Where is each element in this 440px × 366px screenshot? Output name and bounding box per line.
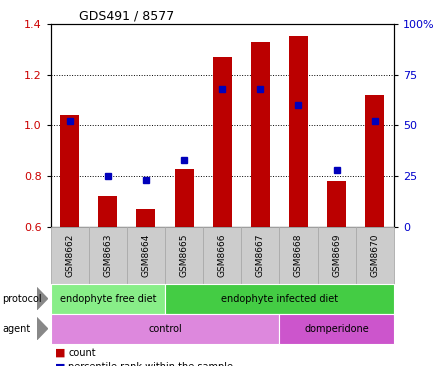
Text: GSM8666: GSM8666 bbox=[218, 234, 227, 277]
Text: protocol: protocol bbox=[2, 294, 42, 304]
Polygon shape bbox=[37, 317, 48, 340]
Text: GSM8663: GSM8663 bbox=[103, 234, 112, 277]
Polygon shape bbox=[37, 287, 48, 310]
Bar bbox=[60, 115, 79, 227]
Text: count: count bbox=[68, 348, 96, 358]
Text: GDS491 / 8577: GDS491 / 8577 bbox=[79, 9, 174, 22]
Text: endophyte free diet: endophyte free diet bbox=[59, 294, 156, 304]
Text: GSM8665: GSM8665 bbox=[180, 234, 189, 277]
Text: GSM8669: GSM8669 bbox=[332, 234, 341, 277]
Bar bbox=[327, 181, 346, 227]
Bar bbox=[251, 42, 270, 227]
Text: percentile rank within the sample: percentile rank within the sample bbox=[68, 362, 233, 366]
Text: GSM8662: GSM8662 bbox=[65, 234, 74, 277]
Bar bbox=[365, 95, 384, 227]
Text: GSM8667: GSM8667 bbox=[256, 234, 265, 277]
Text: domperidone: domperidone bbox=[304, 324, 369, 334]
Text: ■: ■ bbox=[55, 362, 66, 366]
Bar bbox=[98, 197, 117, 227]
Text: control: control bbox=[148, 324, 182, 334]
Text: agent: agent bbox=[2, 324, 30, 334]
Text: ■: ■ bbox=[55, 348, 66, 358]
Text: GSM8670: GSM8670 bbox=[370, 234, 379, 277]
Text: GSM8664: GSM8664 bbox=[141, 234, 150, 277]
Text: endophyte infected diet: endophyte infected diet bbox=[221, 294, 338, 304]
Bar bbox=[175, 168, 194, 227]
Text: GSM8668: GSM8668 bbox=[294, 234, 303, 277]
Bar bbox=[136, 209, 155, 227]
Bar bbox=[289, 37, 308, 227]
Bar bbox=[213, 57, 232, 227]
